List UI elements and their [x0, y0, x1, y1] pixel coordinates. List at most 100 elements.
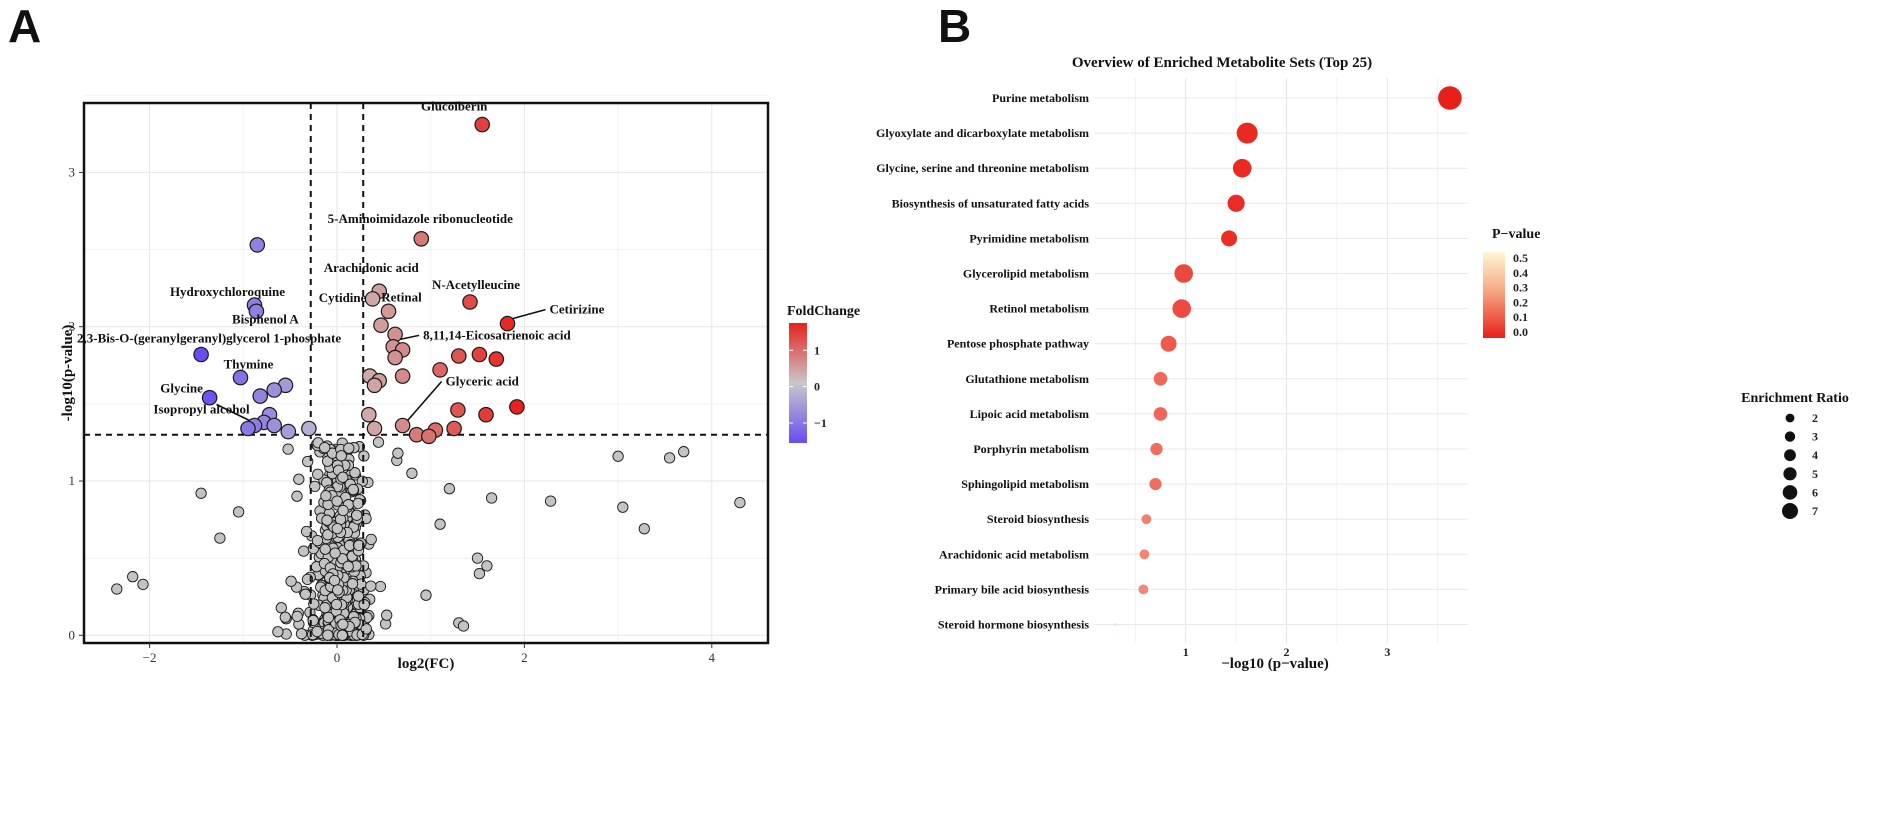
volcano-point-significant [420, 428, 437, 445]
volcano-point-nonsignificant [337, 504, 349, 517]
volcano-point-significant [266, 382, 282, 398]
volcano-point-nonsignificant [332, 584, 344, 596]
volcano-annotation-label: Cetirizine [550, 302, 605, 317]
volcano-point-nonsignificant [293, 473, 305, 485]
volcano-annotation-label: Cytidine [319, 290, 367, 305]
foldchange-tick-label: 1 [814, 343, 820, 357]
volcano-point-nonsignificant [127, 571, 139, 583]
enrichment-gridlines [1095, 78, 1468, 643]
enrichment-pathway-label: Pyrimidine metabolism [969, 231, 1089, 245]
volcano-point-nonsignificant [311, 625, 323, 638]
volcano-point-nonsignificant [342, 560, 354, 573]
enrichment-ratio-legend-label: 3 [1812, 430, 1818, 444]
volcano-point-nonsignificant [544, 495, 557, 507]
pvalue-tick-label: 0.0 [1513, 325, 1528, 339]
enrichment-pathway-label: Lipoic acid metabolism [970, 407, 1089, 421]
volcano-point-nonsignificant [337, 471, 349, 483]
volcano-x-tick-label: 4 [709, 650, 716, 665]
enrichment-point [1227, 194, 1245, 212]
volcano-annotation-label: Isopropyl alcohol [153, 402, 250, 417]
volcano-point-nonsignificant [347, 483, 359, 496]
volcano-point-nonsignificant [337, 618, 349, 630]
enrichment-point [1438, 86, 1462, 110]
volcano-point-nonsignificant [279, 611, 291, 623]
volcano-point-nonsignificant [312, 468, 324, 480]
enrichment-point [1172, 299, 1191, 318]
pvalue-tick-label: 0.2 [1513, 295, 1528, 309]
enrichment-point [1153, 407, 1168, 421]
volcano-plot-border [82, 101, 770, 645]
volcano-annotation-label: 5-Aminoimidazole ribonucleotide [328, 211, 513, 226]
enrichment-pathway-label: Steroid biosynthesis [987, 512, 1089, 526]
enrichment-pathway-label: Pentose phosphate pathway [947, 337, 1089, 351]
volcano-y-tick-label: 2 [69, 319, 76, 334]
pvalue-legend: P−value 0.50.40.30.20.10.0 [1483, 227, 1540, 339]
volcano-point-nonsignificant [309, 480, 321, 493]
volcano-point-significant [266, 417, 282, 434]
volcano-point-nonsignificant [319, 602, 331, 614]
enrichment-pathway-label: Glutathione metabolism [965, 372, 1089, 386]
enrichment-chart-title: Overview of Enriched Metabolite Sets (To… [1072, 55, 1372, 71]
enrichment-pathway-label: Glycine, serine and threonine metabolism [876, 161, 1089, 175]
volcano-point-significant [509, 399, 525, 415]
volcano-point-nonsignificant [343, 442, 355, 454]
enrichment-pathway-label: Arachidonic acid metabolism [939, 547, 1089, 561]
volcano-point-nonsignificant [352, 497, 364, 510]
pvalue-tick-label: 0.3 [1513, 281, 1528, 295]
pvalue-tick-label: 0.4 [1513, 266, 1528, 280]
enrichment-x-ticks: 1 2 3 [1183, 645, 1391, 659]
volcano-annotation-leader [399, 334, 420, 341]
enrichment-pathway-label: Retinol metabolism [989, 302, 1089, 316]
volcano-point-significant [471, 346, 488, 363]
volcano-point-nonsignificant [349, 467, 361, 479]
volcano-annotation-label: Thymine [224, 357, 274, 372]
volcano-point-significant [240, 420, 256, 437]
volcano-point-significant [394, 417, 411, 434]
foldchange-legend-ticks: 1 0 −1 [789, 343, 827, 430]
volcano-point-significant [280, 423, 297, 440]
volcano-point-significant [499, 315, 516, 332]
volcano-point-nonsignificant [434, 518, 446, 530]
volcano-point-nonsignificant [638, 523, 650, 535]
volcano-point-significant [301, 420, 317, 437]
foldchange-colorbar [789, 323, 807, 443]
enrichment-point [1174, 264, 1193, 283]
foldchange-tick-label: −1 [814, 416, 827, 430]
volcano-point-significant [366, 377, 383, 394]
volcano-point-significant [446, 420, 462, 437]
volcano-point-nonsignificant [352, 590, 365, 602]
enrichment-ratio-legend-label: 7 [1812, 504, 1818, 518]
enrichment-point [1160, 335, 1177, 352]
volcano-point-significant [394, 368, 411, 384]
volcano-point-nonsignificant [392, 447, 404, 459]
volcano-plot: Glucoiberin 5-Aminoimidazole ribonucleoti… [69, 94, 770, 665]
volcano-point-nonsignificant [300, 525, 313, 538]
volcano-point-nonsignificant [612, 450, 624, 462]
pvalue-tick-label: 0.1 [1513, 310, 1528, 324]
enrichment-pathway-labels: Purine metabolism Glyoxylate and dicarbox… [876, 91, 1089, 632]
volcano-point-significant [364, 291, 381, 307]
volcano-point-significant [488, 351, 505, 367]
enrichment-plot-area [1095, 78, 1468, 643]
volcano-x-tick-label: 2 [521, 650, 528, 665]
volcano-annotation-leader [216, 403, 250, 422]
volcano-annotation-label: 8,11,14-Eicosatrienoic acid [423, 327, 571, 342]
enrichment-pathway-label: Glyoxylate and dicarboxylate metabolism [876, 126, 1089, 140]
volcano-point-significant [360, 406, 377, 423]
foldchange-legend-title: FoldChange [787, 304, 860, 319]
volcano-point-nonsignificant [365, 580, 377, 592]
volcano-point-nonsignificant [137, 578, 149, 591]
volcano-point-significant [474, 116, 490, 133]
volcano-point-significant [450, 402, 466, 418]
volcano-annotation-label: 2,3-Bis-O-(geranylgeranyl)glycerol 1-pho… [77, 331, 341, 346]
volcano-point-nonsignificant [320, 490, 332, 502]
volcano-y-ticks: 0 1 2 3 [69, 164, 84, 642]
volcano-point-nonsignificant [275, 602, 287, 614]
enrichment-point [1149, 478, 1162, 491]
volcano-annotation-label: N-Acetylleucine [432, 277, 520, 292]
enrichment-pathway-label: Glycerolipid metabolism [963, 267, 1089, 281]
volcano-point-nonsignificant [322, 629, 334, 641]
panel-b-label: B [938, 0, 971, 52]
volcano-point-nonsignificant [381, 609, 393, 621]
volcano-y-tick-label: 0 [69, 627, 76, 642]
